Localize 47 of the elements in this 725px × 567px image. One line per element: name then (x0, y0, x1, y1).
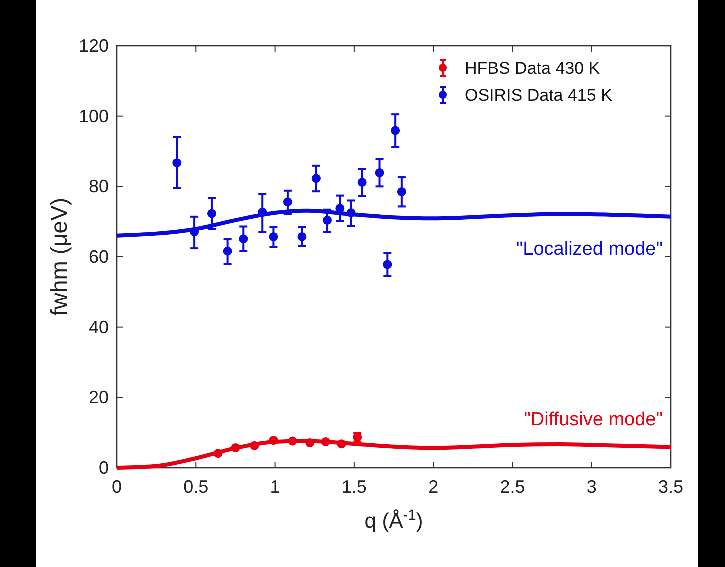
point (214, 449, 223, 458)
y-tick-label: 80 (88, 176, 109, 197)
point (346, 208, 356, 218)
y-axis-title: fwhm (μeV) (46, 198, 72, 316)
point (283, 198, 292, 207)
point (231, 443, 240, 452)
x-tick-label: 1.5 (342, 477, 367, 497)
y-tick-label: 40 (88, 317, 109, 338)
point (239, 234, 248, 244)
x-tick-label: 0 (112, 477, 122, 497)
point (391, 126, 400, 136)
x-tick-label: 2.5 (500, 477, 526, 497)
point (190, 228, 200, 237)
x-tick-label: 3.5 (658, 477, 684, 497)
point (336, 204, 345, 213)
x-axis-title: q (Å$^{-1}$) (364, 508, 424, 533)
point (323, 216, 332, 225)
y-tick-label: 20 (88, 388, 109, 408)
point (321, 437, 330, 446)
y-tick-label: 100 (78, 106, 109, 126)
point (172, 158, 182, 168)
point (337, 440, 346, 449)
point (288, 436, 298, 446)
y-tick-label: 60 (88, 247, 109, 267)
point (358, 178, 367, 187)
legend-label: HFBS Data 430 K (465, 59, 601, 78)
x-tick-label: 0.5 (184, 477, 209, 497)
x-tick-label: 3 (586, 477, 597, 497)
legend-label: OSIRIS Data 415 K (465, 86, 614, 105)
annotation: "Localized mode" (516, 238, 663, 260)
y-tick-label: 120 (78, 36, 109, 56)
point (207, 209, 216, 218)
point (306, 438, 315, 448)
point (397, 187, 406, 196)
x-tick-label: 1 (270, 477, 280, 497)
point (269, 436, 278, 446)
annotation: "Diffusive mode" (524, 409, 663, 430)
point (258, 208, 268, 217)
point (223, 246, 232, 256)
point (375, 168, 384, 178)
point (250, 441, 260, 450)
x-tick-label: 2 (428, 477, 439, 497)
point (269, 232, 278, 242)
y-tick-label: 0 (98, 458, 109, 478)
point (298, 232, 307, 242)
point (383, 260, 392, 270)
point (312, 174, 321, 184)
